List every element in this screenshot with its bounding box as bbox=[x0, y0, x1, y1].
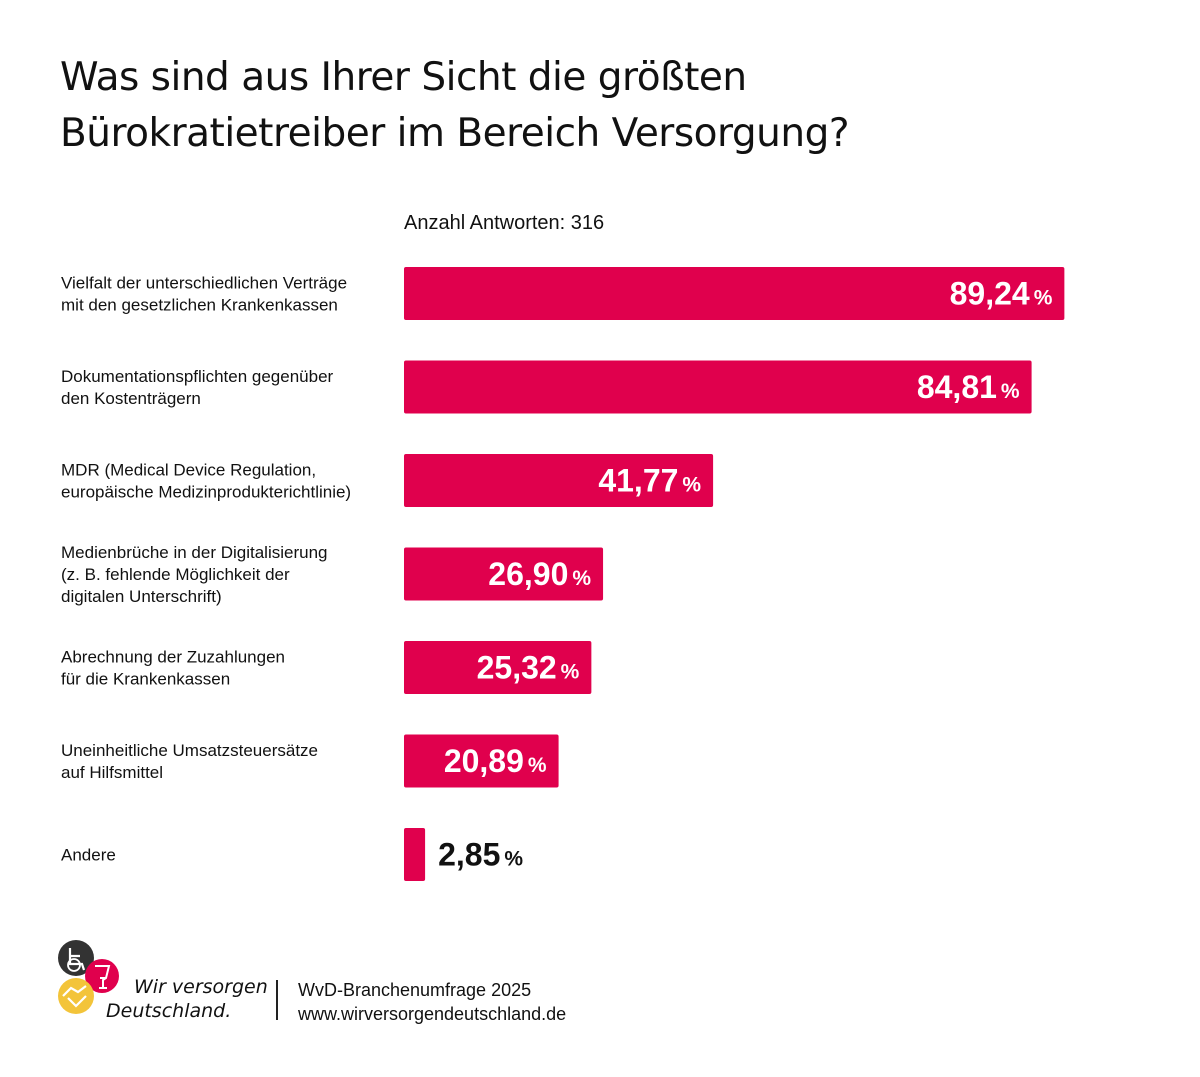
category-label-line: für die Krankenkassen bbox=[61, 670, 230, 689]
value-label: 89,24% bbox=[950, 276, 1053, 312]
handshake-icon bbox=[58, 978, 94, 1014]
bar bbox=[404, 267, 1065, 320]
logo-line-2: Deutschland. bbox=[106, 1000, 231, 1022]
bar bbox=[404, 360, 1032, 414]
title-line-2: Bürokratietreiber im Bereich Versorgung? bbox=[60, 111, 850, 156]
value-number: 41,77 bbox=[598, 463, 678, 499]
category-label-line: digitalen Unterschrift) bbox=[61, 587, 222, 606]
category-label: Vielfalt der unterschiedlichen Verträge m… bbox=[61, 274, 347, 315]
bar-chart: Vielfalt der unterschiedlichen Verträge m… bbox=[61, 267, 1065, 881]
value-number: 20,89 bbox=[444, 743, 524, 779]
category-label-line: MDR (Medical Device Regulation, bbox=[61, 461, 316, 480]
value-label: 20,89% bbox=[444, 743, 547, 779]
value-unit: % bbox=[504, 848, 523, 871]
footer-text: WvD-Branchenumfrage 2025 www.wirversorge… bbox=[298, 978, 566, 1026]
category-label-line: (z. B. fehlende Möglichkeit der bbox=[61, 565, 290, 584]
website-url: www.wirversorgendeutschland.de bbox=[298, 1004, 567, 1024]
category-label-line: Dokumentationspflichten gegenüber bbox=[61, 367, 334, 386]
category-label: Medienbrüche in der Digitalisierung (z. B… bbox=[61, 543, 327, 606]
title-line-1: Was sind aus Ihrer Sicht die größten bbox=[60, 55, 747, 100]
value-number: 26,90 bbox=[488, 556, 568, 592]
value-unit: % bbox=[561, 661, 580, 684]
value-number: 84,81 bbox=[917, 369, 997, 405]
bar bbox=[404, 454, 714, 507]
category-label-line: Andere bbox=[61, 846, 116, 865]
bar bbox=[404, 828, 426, 881]
response-count: Anzahl Antworten: 316 bbox=[404, 212, 605, 234]
category-label-line: den Kostenträgern bbox=[61, 389, 201, 408]
category-label: MDR (Medical Device Regulation, europäisc… bbox=[61, 461, 351, 502]
category-label: Abrechnung der Zuzahlungen für die Kranke… bbox=[61, 648, 285, 689]
category-label-line: Abrechnung der Zuzahlungen bbox=[61, 648, 285, 667]
value-number: 2,85 bbox=[438, 837, 500, 873]
value-unit: % bbox=[682, 474, 701, 497]
bar bbox=[404, 547, 604, 601]
category-label: Uneinheitliche Umsatzsteuersätze auf Hilf… bbox=[61, 741, 318, 782]
bar bbox=[404, 734, 559, 788]
value-label: 41,77% bbox=[598, 463, 701, 499]
value-label: 25,32% bbox=[477, 650, 580, 686]
bar bbox=[404, 641, 592, 694]
survey-name: WvD-Branchenumfrage 2025 bbox=[298, 980, 532, 1000]
category-label-line: auf Hilfsmittel bbox=[61, 763, 163, 782]
category-label: Dokumentationspflichten gegenüber den Kos… bbox=[61, 367, 334, 408]
value-label: 84,81% bbox=[917, 369, 1020, 405]
category-label: Andere bbox=[61, 846, 116, 865]
category-label-line: Medienbrüche in der Digitalisierung bbox=[61, 543, 327, 562]
chart-title: Was sind aus Ihrer Sicht die größten Bür… bbox=[60, 50, 1060, 162]
value-label: 26,90% bbox=[488, 556, 591, 592]
glass-icon bbox=[85, 959, 119, 993]
value-number: 25,32 bbox=[477, 650, 557, 686]
wheelchair-icon bbox=[58, 940, 94, 976]
value-number: 89,24 bbox=[950, 276, 1030, 312]
value-unit: % bbox=[1001, 380, 1020, 403]
category-label-line: Uneinheitliche Umsatzsteuersätze bbox=[61, 741, 318, 760]
value-unit: % bbox=[572, 567, 591, 590]
value-unit: % bbox=[1034, 287, 1053, 310]
category-label-line: europäische Medizinprodukterichtlinie) bbox=[61, 483, 351, 502]
value-label: 2,85% bbox=[438, 837, 523, 873]
category-label-line: mit den gesetzlichen Krankenkassen bbox=[61, 296, 338, 315]
footer-divider bbox=[276, 980, 278, 1020]
value-unit: % bbox=[528, 754, 547, 777]
logo: Wir versorgen Deutschland. bbox=[58, 940, 268, 1022]
category-label-line: Vielfalt der unterschiedlichen Verträge bbox=[61, 274, 347, 293]
logo-line-1: Wir versorgen bbox=[134, 976, 268, 998]
